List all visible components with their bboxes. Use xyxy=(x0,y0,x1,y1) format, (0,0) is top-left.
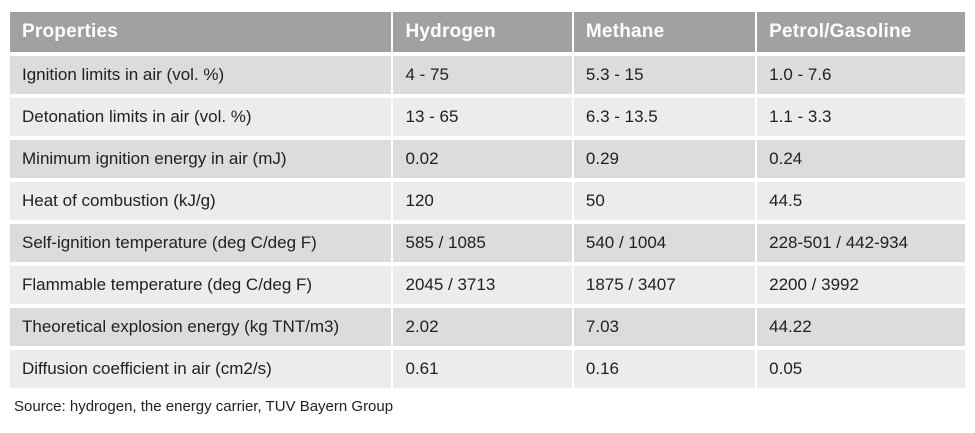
value-cell: 540 / 1004 xyxy=(573,224,756,262)
value-cell: 1.0 - 7.6 xyxy=(757,56,965,94)
table-row: Flammable temperature (deg C/deg F) 2045 … xyxy=(10,266,965,304)
col-header-methane: Methane xyxy=(573,12,756,52)
value-cell: 4 - 75 xyxy=(393,56,572,94)
table-row: Theoretical explosion energy (kg TNT/m3)… xyxy=(10,308,965,346)
table-row: Diffusion coefficient in air (cm2/s) 0.61… xyxy=(10,350,965,388)
value-cell: 2200 / 3992 xyxy=(757,266,965,304)
value-cell: 0.02 xyxy=(393,140,572,178)
value-cell: 50 xyxy=(573,182,756,220)
value-cell: 1875 / 3407 xyxy=(573,266,756,304)
table-row: Ignition limits in air (vol. %) 4 - 75 5.3… xyxy=(10,56,965,94)
property-cell: Flammable temperature (deg C/deg F) xyxy=(10,266,392,304)
value-cell: 0.29 xyxy=(573,140,756,178)
property-cell: Heat of combustion (kJ/g) xyxy=(10,182,392,220)
value-cell: 0.24 xyxy=(757,140,965,178)
property-cell: Diffusion coefficient in air (cm2/s) xyxy=(10,350,392,388)
value-cell: 6.3 - 13.5 xyxy=(573,98,756,136)
value-cell: 228-501 / 442-934 xyxy=(757,224,965,262)
table-row: Detonation limits in air (vol. %) 13 - 65… xyxy=(10,98,965,136)
table-body: Ignition limits in air (vol. %) 4 - 75 5.3… xyxy=(10,56,965,388)
table-row: Heat of combustion (kJ/g) 120 50 44.5 xyxy=(10,182,965,220)
value-cell: 2.02 xyxy=(393,308,572,346)
value-cell: 44.22 xyxy=(757,308,965,346)
table-row: Minimum ignition energy in air (mJ) 0.02 0… xyxy=(10,140,965,178)
value-cell: 1.1 - 3.3 xyxy=(757,98,965,136)
property-cell: Self-ignition temperature (deg C/deg F) xyxy=(10,224,392,262)
col-header-petrol-gasoline: Petrol/Gasoline xyxy=(757,12,965,52)
col-header-properties: Properties xyxy=(10,12,392,52)
header-row: Properties Hydrogen Methane Petrol/Gasol… xyxy=(10,12,965,52)
properties-table: Properties Hydrogen Methane Petrol/Gasol… xyxy=(8,8,967,392)
property-cell: Ignition limits in air (vol. %) xyxy=(10,56,392,94)
value-cell: 0.16 xyxy=(573,350,756,388)
property-cell: Detonation limits in air (vol. %) xyxy=(10,98,392,136)
table-row: Self-ignition temperature (deg C/deg F) 5… xyxy=(10,224,965,262)
property-cell: Theoretical explosion energy (kg TNT/m3) xyxy=(10,308,392,346)
value-cell: 44.5 xyxy=(757,182,965,220)
slide: Properties Hydrogen Methane Petrol/Gasol… xyxy=(8,8,967,415)
value-cell: 0.61 xyxy=(393,350,572,388)
source-note: Source: hydrogen, the energy carrier, TU… xyxy=(14,398,394,415)
value-cell: 5.3 - 15 xyxy=(573,56,756,94)
col-header-hydrogen: Hydrogen xyxy=(393,12,572,52)
value-cell: 120 xyxy=(393,182,572,220)
value-cell: 0.05 xyxy=(757,350,965,388)
value-cell: 13 - 65 xyxy=(393,98,572,136)
value-cell: 2045 / 3713 xyxy=(393,266,572,304)
value-cell: 7.03 xyxy=(573,308,756,346)
property-cell: Minimum ignition energy in air (mJ) xyxy=(10,140,392,178)
value-cell: 585 / 1085 xyxy=(393,224,572,262)
